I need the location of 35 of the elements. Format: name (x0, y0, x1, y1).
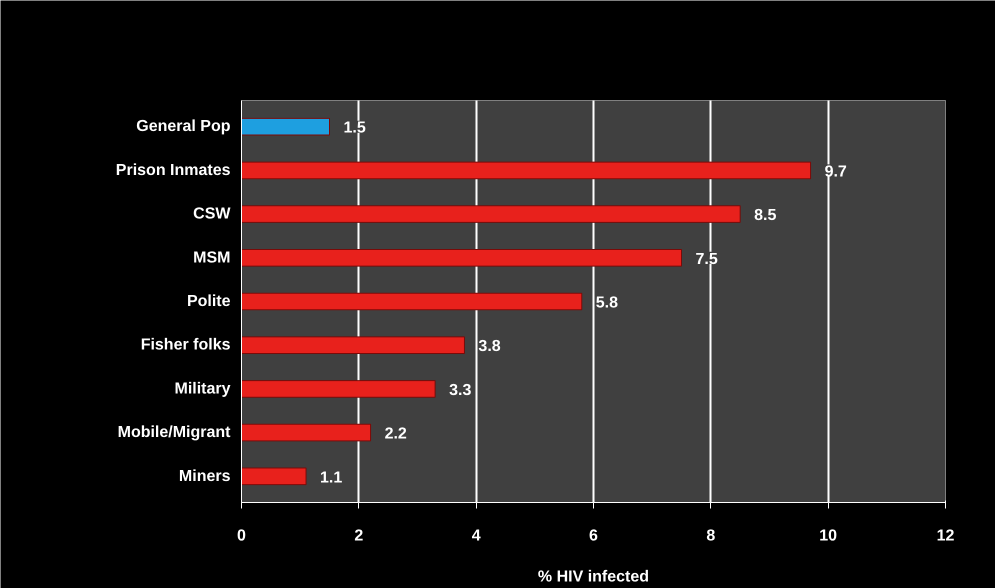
x-tick-label: 2 (354, 528, 364, 544)
y-tick-label: Military (174, 380, 231, 398)
data-label: 5.8 (596, 294, 618, 312)
data-label: 1.5 (344, 120, 366, 137)
y-tick-label: MSM (193, 249, 230, 266)
data-label: 2.2 (384, 426, 407, 443)
x-axis-title: % HIV infected (538, 568, 650, 586)
y-tick-label: Miners (178, 468, 231, 485)
bar (242, 205, 741, 223)
data-label: 7.5 (696, 250, 718, 268)
bar (242, 467, 307, 486)
x-tick-label: 10 (819, 528, 838, 544)
bar (242, 336, 465, 354)
x-tick-label: 12 (936, 528, 954, 544)
bar (242, 118, 330, 136)
data-label: 9.7 (824, 163, 847, 180)
y-tick-label: General Pop (136, 118, 231, 136)
data-label: 3.8 (478, 338, 501, 356)
bar (242, 162, 812, 180)
bar (242, 380, 436, 398)
y-tick-label: Mobile/Migrant (118, 424, 232, 442)
x-tick-label: 4 (472, 528, 481, 544)
data-label: 3.3 (449, 382, 472, 399)
bar (242, 424, 372, 442)
x-tick-label: 8 (706, 528, 716, 544)
data-label: 8.5 (754, 207, 777, 224)
x-tick-label: 6 (589, 528, 598, 544)
x-tick-label: 0 (237, 528, 246, 544)
y-tick-label: Prison Inmates (116, 162, 231, 179)
y-tick-label: Polite (186, 293, 231, 310)
data-label: 1.1 (320, 469, 342, 486)
bar (242, 249, 682, 267)
bar (242, 292, 582, 310)
y-tick-label: CSW (193, 206, 232, 223)
y-tick-label: Fisher folks (140, 336, 231, 354)
